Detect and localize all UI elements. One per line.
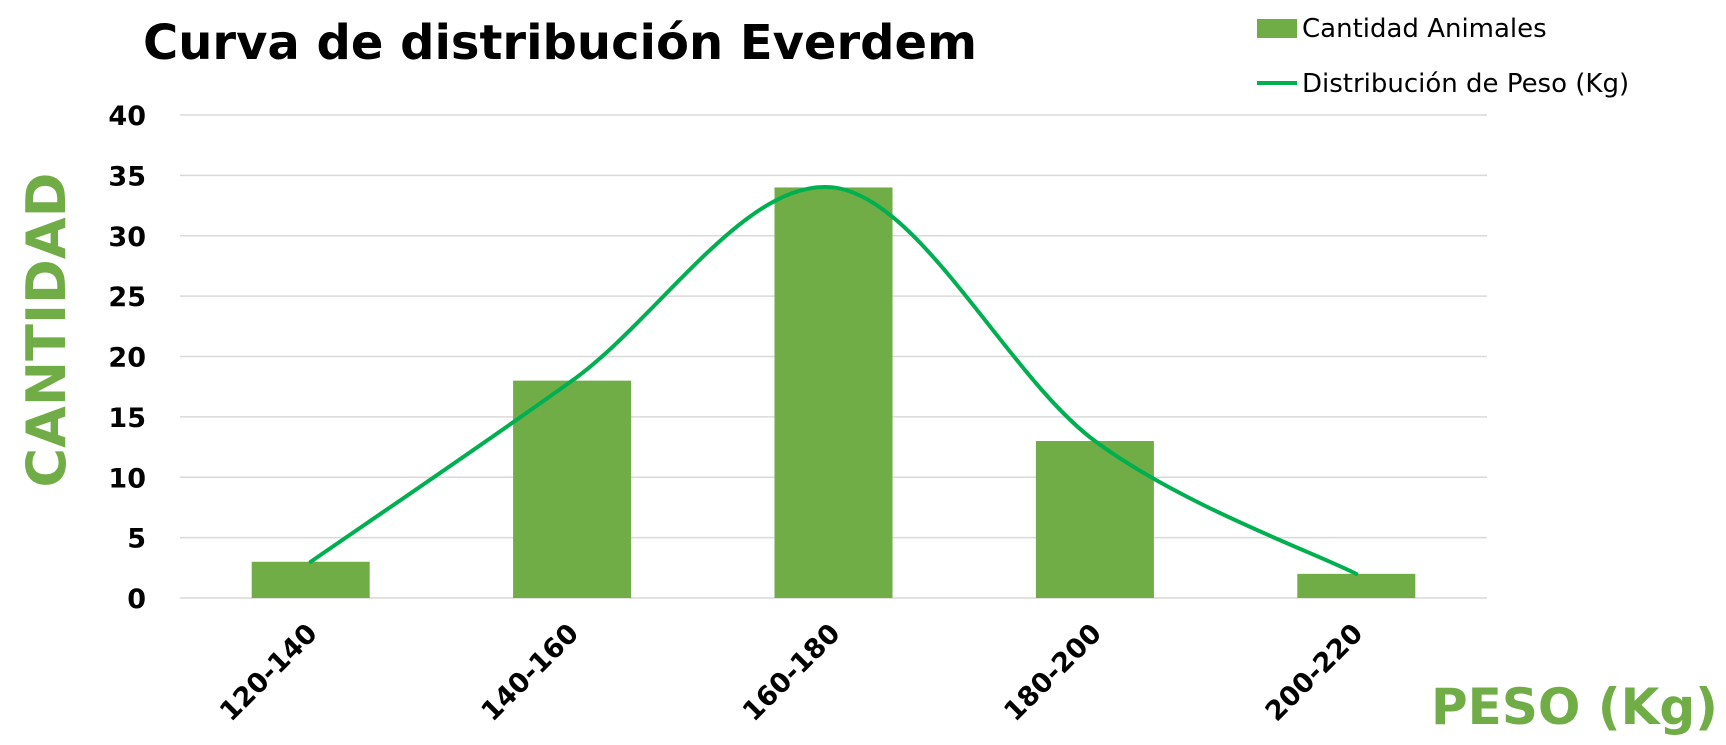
y-tick-label: 20 [108, 343, 146, 374]
y-tick-label: 5 [127, 524, 146, 555]
bar [513, 380, 632, 598]
line-series [308, 185, 1359, 576]
x-tick-label: 140-160 [475, 618, 585, 728]
x-tick-label: 120-140 [214, 618, 324, 728]
bar [1035, 441, 1154, 598]
x-axis-title: PESO (Kg) [1431, 678, 1718, 736]
y-tick-labels: 0 5 10 15 20 25 30 35 40 [108, 101, 146, 615]
legend-label-line: Distribución de Peso (Kg) [1302, 69, 1629, 99]
x-tick-labels: 120-140 140-160 160-180 180-200 200-220 [214, 618, 1369, 728]
y-axis-title: CANTIDAD [15, 173, 78, 488]
legend-label-bar: Cantidad Animales [1302, 14, 1547, 44]
chart-title: Curva de distribución Everdem [143, 15, 977, 71]
bar-series [251, 187, 1416, 598]
bar [774, 187, 893, 598]
x-tick-label: 200-220 [1260, 618, 1370, 728]
y-tick-label: 25 [108, 282, 146, 313]
x-tick-label: 180-200 [998, 618, 1108, 728]
y-tick-label: 0 [127, 584, 146, 615]
y-tick-label: 15 [108, 403, 146, 434]
bar [251, 561, 370, 598]
y-tick-label: 40 [108, 101, 146, 132]
y-tick-label: 30 [108, 222, 146, 253]
legend-swatch-bar [1257, 19, 1297, 38]
x-tick-label: 160-180 [737, 618, 847, 728]
bar [1297, 573, 1416, 598]
y-tick-label: 35 [108, 161, 146, 192]
y-tick-label: 10 [108, 463, 146, 494]
legend: Cantidad Animales Distribución de Peso (… [1257, 14, 1629, 99]
distribution-line [308, 185, 1359, 576]
